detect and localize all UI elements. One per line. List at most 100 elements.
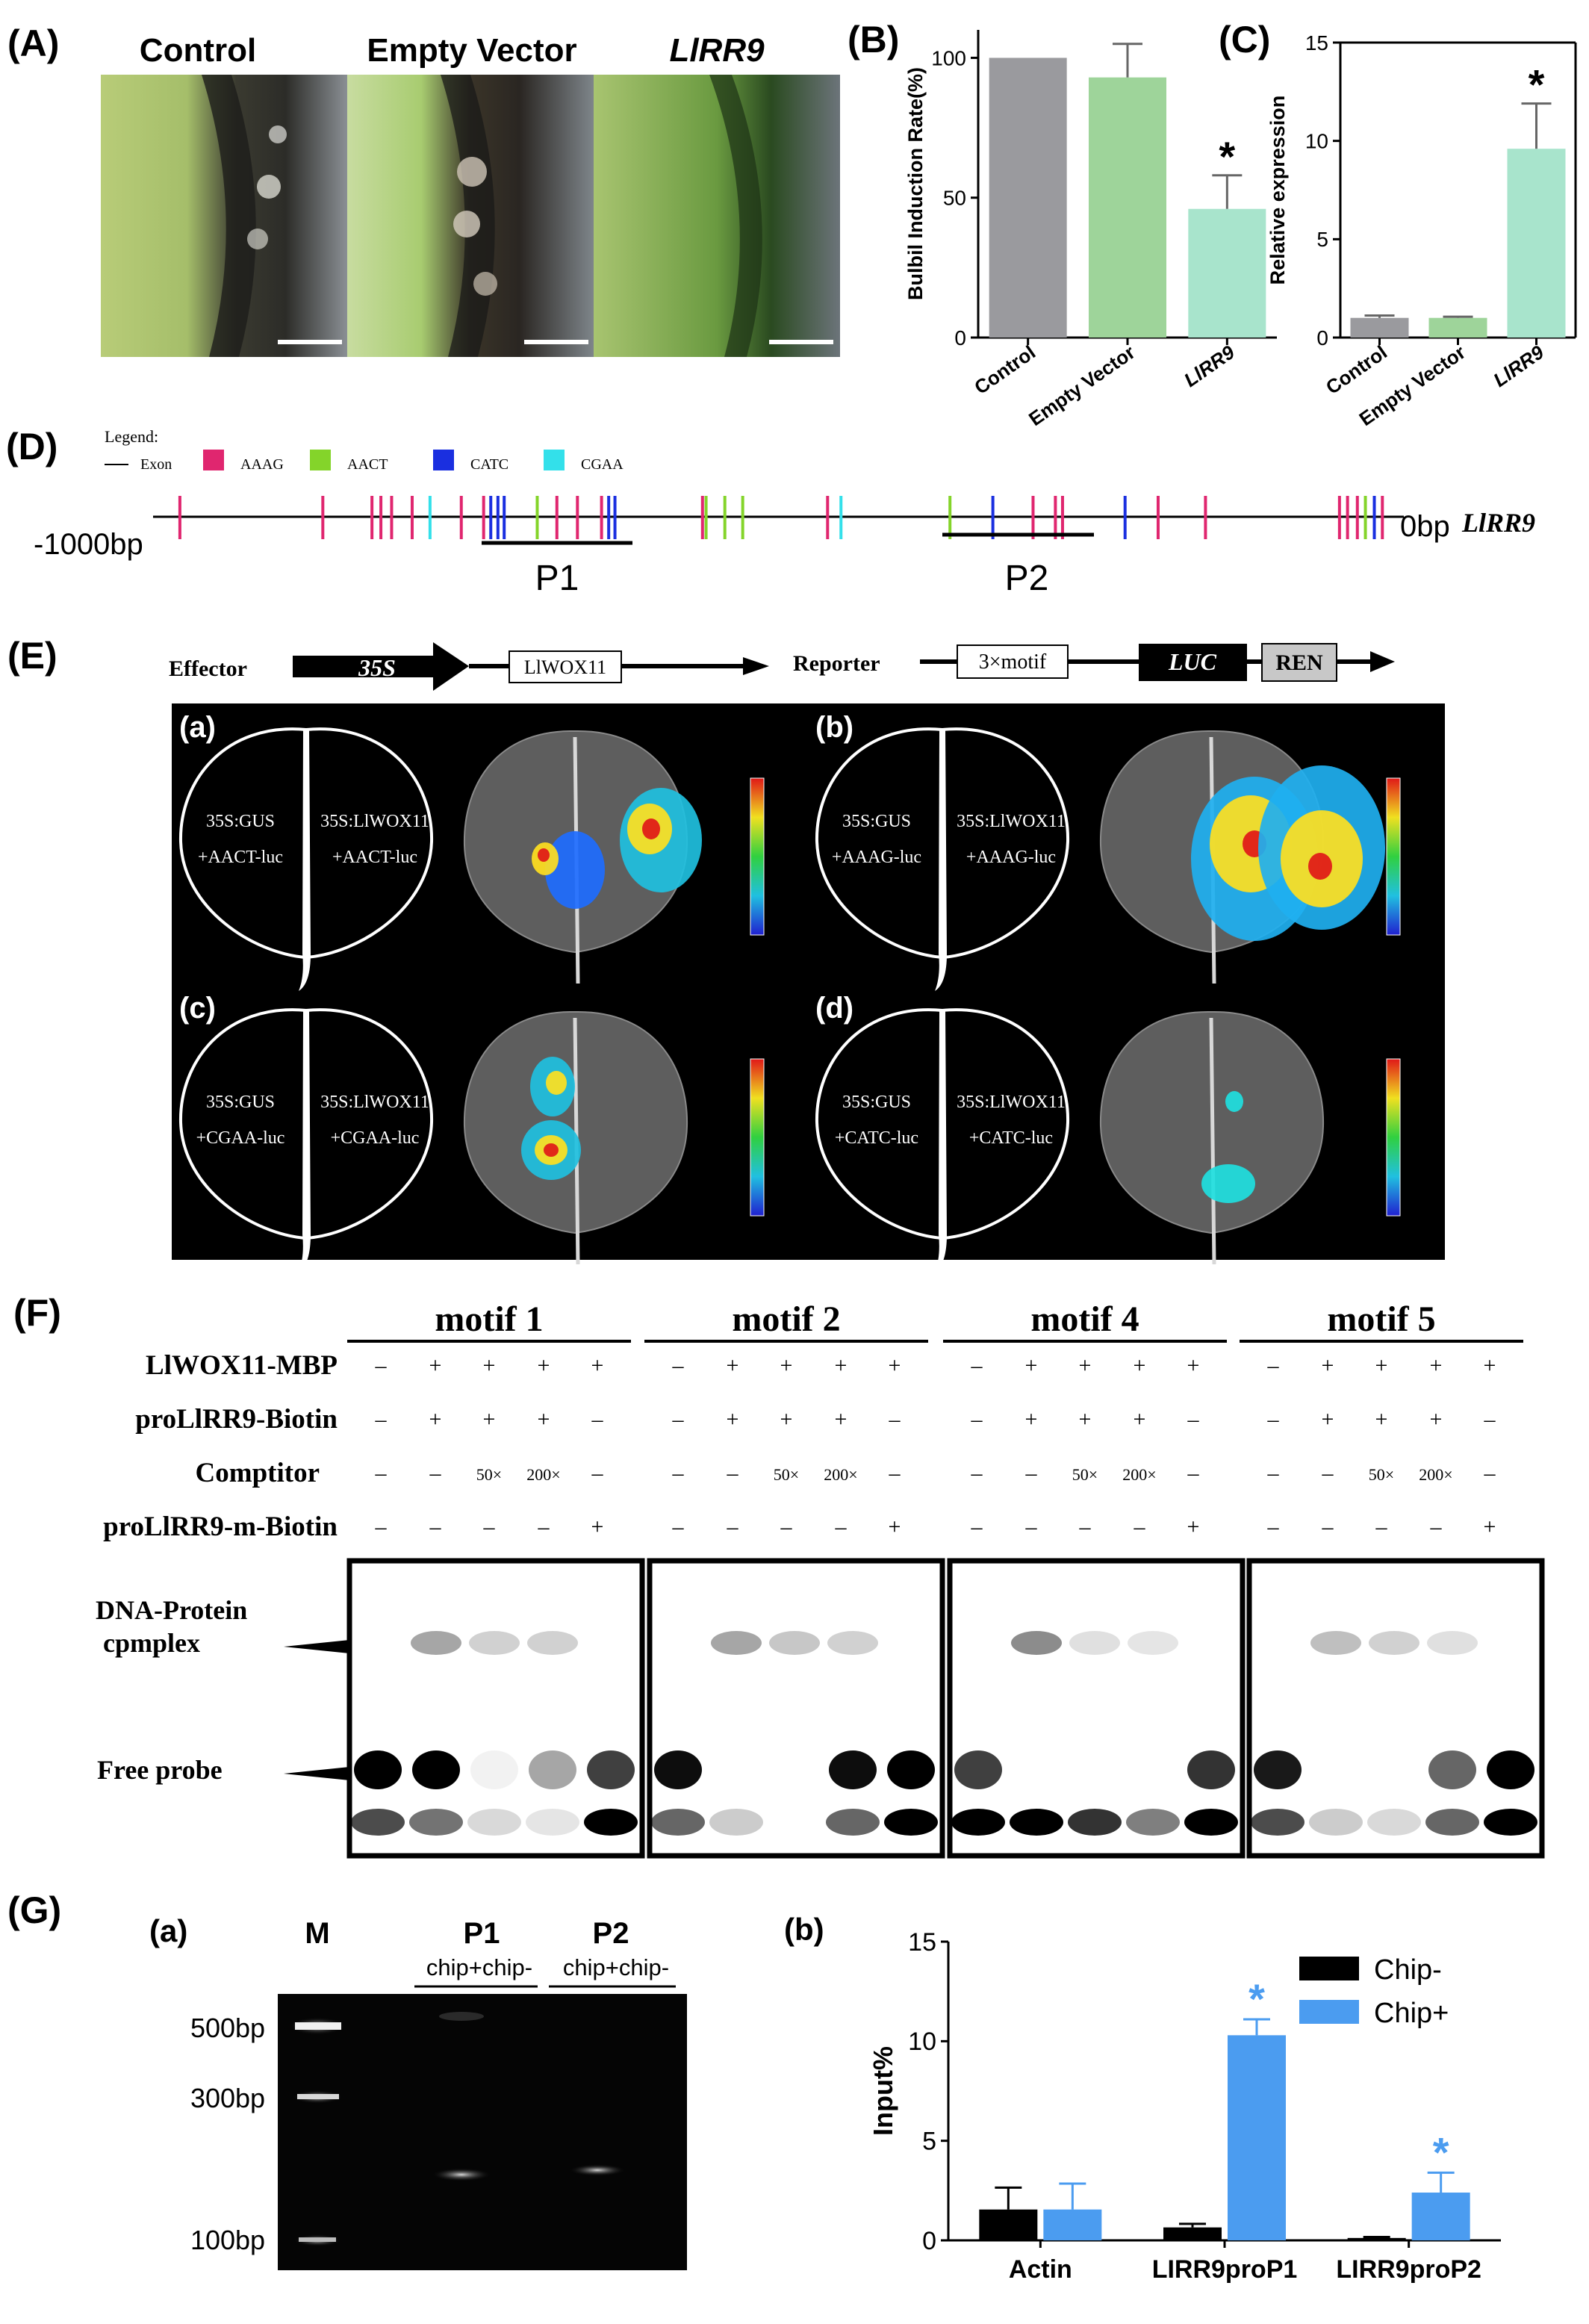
leaf-right-construct: 35S:LlWOX11: [320, 1093, 429, 1112]
free-probe-band: [954, 1750, 1002, 1789]
luminescence-color-scale: [1386, 1058, 1401, 1217]
leaf-midrib: [935, 1010, 947, 1272]
bottom-band: [1367, 1809, 1421, 1836]
photo-llrr9-scale-bar: [769, 340, 833, 344]
emsa-condition-symbol: +: [538, 1407, 550, 1432]
motif-legend-swatch: [203, 450, 224, 470]
emsa-condition-symbol: 50×: [1369, 1465, 1394, 1484]
free-probe-band: [654, 1750, 702, 1789]
complex-band: [1369, 1631, 1419, 1655]
gene-name: LlRR9: [1461, 508, 1535, 538]
gel-marker-label: M: [305, 1917, 329, 1950]
leaf-midrib: [299, 730, 311, 991]
panel-e: (E) Effector 35S LlWOX11 Reporter 3×moti…: [7, 635, 1445, 1272]
luminescence-color-scale: [750, 1058, 765, 1217]
bar: [1411, 2193, 1470, 2240]
luminescence-signal: [1225, 1091, 1243, 1112]
luciferase-subpanel-d: (d) 35S:GUS +CATC-luc 35S:LlWOX11 +CATC-luc: [815, 992, 1401, 1272]
bottom-band: [584, 1809, 638, 1836]
y-axis-label: Bulbil Induction Rate(%): [904, 67, 927, 300]
emsa-motif-title: motif 4: [1030, 1299, 1139, 1339]
photo-control-bulbil: [257, 175, 281, 199]
effector-arrowhead: [743, 657, 769, 675]
leaf-left-construct: 35S:GUS: [206, 1093, 275, 1112]
photo-ev-bulbil: [473, 272, 497, 296]
complex-band: [711, 1631, 762, 1655]
emsa-condition-symbol: –: [1322, 1514, 1334, 1539]
emsa-condition-symbol: +: [835, 1407, 848, 1432]
luminescence-signal: [642, 818, 660, 839]
ladder-label-300: 300bp: [190, 2083, 265, 2113]
emsa-condition-symbol: –: [1134, 1514, 1146, 1539]
bottom-band: [651, 1809, 705, 1836]
motif-legend: AAAG AACT CATC CGAA: [203, 450, 624, 473]
subpanel-tag: (a): [179, 711, 216, 744]
emsa-condition-symbol: +: [889, 1514, 901, 1539]
y-axis-label: Input%: [868, 2046, 898, 2136]
promoter-right-label: 0bp: [1400, 510, 1450, 543]
panel-a-col-empty-vector: Empty Vector: [367, 32, 576, 69]
emsa-condition-symbol: +: [591, 1514, 604, 1539]
luciferase-subpanel-a: (a) 35S:GUS +AACT-luc 35S:LlWOX11 +AACT-luc: [178, 711, 765, 991]
emsa-condition-symbol: –: [971, 1461, 983, 1485]
emsa-condition-symbol: +: [429, 1353, 442, 1378]
emsa-condition-symbol: –: [971, 1353, 983, 1378]
panel-d-label: (D): [6, 426, 57, 467]
emsa-row-label: Comptitor: [196, 1458, 320, 1488]
emsa-condition-symbol: +: [483, 1407, 496, 1432]
bar: [1347, 2237, 1406, 2240]
motif-legend-swatch: [433, 450, 454, 470]
bottom-band: [1010, 1809, 1063, 1836]
leaf-left-construct: 35S:GUS: [206, 812, 275, 831]
emsa-condition-symbol: –: [591, 1407, 604, 1432]
leaf-right-reporter: +AACT-luc: [332, 848, 417, 867]
motif-legend-label: AAAG: [240, 456, 284, 473]
complex-band: [827, 1631, 878, 1655]
emsa-gel-1: [346, 1558, 645, 1859]
bar: [1043, 2209, 1102, 2240]
panel-a: (A) Control Empty Vector LlRR9: [7, 22, 840, 357]
bar: [989, 58, 1067, 338]
leaf-left-construct: 35S:GUS: [842, 812, 911, 831]
region-p2-label: P2: [1005, 559, 1049, 598]
legend-title: Legend:: [105, 427, 158, 446]
emsa-motif-title: motif 1: [435, 1299, 543, 1339]
free-probe-band: [470, 1750, 518, 1789]
emsa-condition-symbol: +: [1375, 1407, 1388, 1432]
luminescence-signal: [538, 848, 550, 862]
emsa-motif-titles: motif 1 motif 2 motif 4 motif 5: [347, 1299, 1523, 1343]
emsa-condition-symbol: –: [1430, 1514, 1443, 1539]
bottom-band: [1126, 1809, 1180, 1836]
complex-band: [469, 1631, 520, 1655]
emsa-gel-3: [947, 1558, 1246, 1859]
emsa-condition-symbol: +: [1430, 1353, 1443, 1378]
photo-control-bulbil: [247, 229, 268, 249]
bar: [1428, 317, 1487, 338]
motif-legend-swatch: [310, 450, 331, 470]
emsa-condition-symbol: +: [1187, 1353, 1200, 1378]
free-probe-band: [1487, 1750, 1534, 1789]
motif-marks: [178, 496, 1384, 539]
emsa-condition-symbol: –: [672, 1407, 685, 1432]
bar: [1089, 77, 1166, 338]
emsa-condition-symbol: –: [1322, 1461, 1334, 1485]
category-label: Control: [1322, 341, 1391, 399]
emsa-condition-symbol: 200×: [1419, 1465, 1452, 1484]
legend-swatch: [1299, 2000, 1359, 2024]
emsa-condition-symbol: –: [889, 1461, 901, 1485]
photo-ev-bulbil: [457, 157, 487, 187]
leaf-right-reporter: +AAAG-luc: [966, 848, 1056, 867]
reporter-ren: REN: [1275, 650, 1323, 675]
y-tick-label: 15: [1305, 31, 1328, 55]
y-tick-label: 50: [943, 187, 966, 210]
free-probe-band: [1428, 1750, 1476, 1789]
free-probe-band: [412, 1750, 460, 1789]
emsa-condition-symbol: +: [1025, 1353, 1038, 1378]
y-tick-label: 5: [1316, 228, 1328, 251]
leaf-left-construct: 35S:GUS: [842, 1093, 911, 1112]
emsa-motif-title: motif 2: [732, 1299, 840, 1339]
emsa-condition-symbol: –: [1079, 1514, 1092, 1539]
agarose-gel: [278, 1994, 687, 2270]
